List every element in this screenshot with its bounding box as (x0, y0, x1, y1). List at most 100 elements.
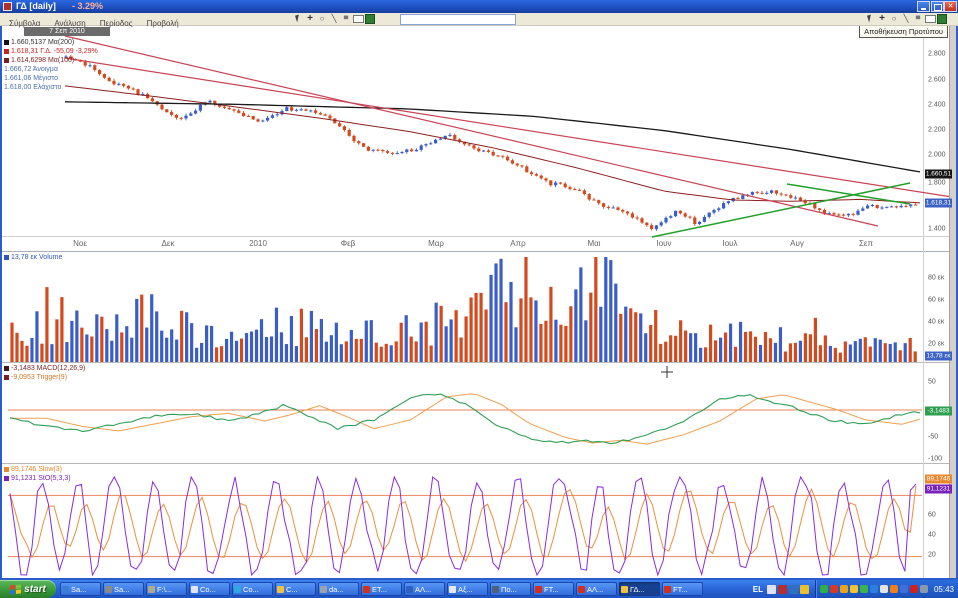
tray-icon[interactable] (899, 585, 908, 593)
symbol-input[interactable] (400, 14, 516, 25)
menu-item-σύμβολα[interactable]: Σύμβολα (9, 19, 41, 28)
axis-tick: -100 (928, 455, 943, 463)
task-icon (449, 585, 456, 593)
task-label: Πο... (501, 584, 517, 594)
minus-icon[interactable] (340, 13, 352, 25)
save-template-button[interactable]: Αποθήκευση Προτύπου (859, 25, 948, 38)
tray-icon[interactable] (919, 585, 928, 593)
quick-launch-icon[interactable] (777, 584, 787, 594)
task-label: ET... (372, 584, 388, 594)
save-icon[interactable] (364, 13, 376, 25)
save-icon[interactable] (936, 13, 948, 25)
axis-badge: 91,1231 (925, 484, 952, 494)
circle-icon[interactable] (888, 13, 900, 25)
taskbar-button[interactable]: Αξ... (447, 582, 488, 596)
legend-bullet (4, 374, 9, 380)
month-label: Φεβ (340, 239, 356, 248)
month-label: Αυγ (790, 239, 804, 248)
line-icon[interactable] (900, 13, 912, 25)
scrollbar-strip[interactable] (949, 26, 957, 578)
axis-badge: 1.660,51 (925, 169, 952, 179)
plus-icon[interactable] (304, 13, 316, 25)
axis-badge: 89,1746 (925, 474, 952, 484)
plus-icon[interactable] (876, 13, 888, 25)
tray-icon[interactable] (889, 585, 898, 593)
envelope-icon[interactable] (924, 13, 936, 25)
start-label: start (24, 583, 46, 595)
tray-icon[interactable] (879, 585, 888, 593)
axis-tick: 1.400 (928, 225, 946, 233)
taskbar-button[interactable]: Co... (232, 582, 273, 596)
taskbar-button[interactable]: ΓΔ... (619, 582, 660, 596)
taskbar-button[interactable]: F:\... (146, 582, 187, 596)
quick-launch-icon[interactable] (799, 584, 809, 594)
legend-row: 1.666,72 Άνοιγμα (4, 65, 98, 74)
tray-icon[interactable] (829, 585, 838, 593)
start-button[interactable]: start (0, 580, 56, 598)
task-icon (148, 585, 155, 593)
taskbar-button[interactable]: Sa... (60, 582, 101, 596)
task-label: Αξ... (458, 584, 473, 594)
axis-badge: 1.618,31 (925, 198, 952, 208)
task-icon (535, 585, 542, 593)
taskbar-button[interactable]: ΑΛ... (576, 582, 617, 596)
task-buttons: Sa... Sa... F:\... Co... Co... C... da... ET...… (60, 582, 749, 596)
task-icon (105, 585, 112, 593)
menu-item-περίοδος[interactable]: Περίοδος (99, 19, 133, 28)
legend-text: 1.660,5137 Μα(200) (11, 39, 75, 46)
tray-icon[interactable] (869, 585, 878, 593)
restore-button[interactable] (931, 1, 944, 12)
tray-icon[interactable] (819, 585, 828, 593)
envelope-icon[interactable] (352, 13, 364, 25)
tray-icon[interactable] (849, 585, 858, 593)
close-button[interactable]: ✕ (944, 1, 957, 12)
windows-flag-icon (10, 583, 22, 595)
taskbar-button[interactable]: FT... (533, 582, 574, 596)
language-indicator[interactable]: EL (752, 584, 763, 594)
tray-icon[interactable] (909, 585, 918, 593)
task-icon (406, 585, 413, 593)
menu-item-ανάλυση[interactable]: Ανάλυση (54, 19, 86, 28)
legend-bullet (4, 475, 9, 481)
quick-launch-icon[interactable] (788, 584, 798, 594)
tray-icon[interactable] (859, 585, 868, 593)
indicator-legend: -3,1483 MACD(12,26,9) (4, 364, 85, 373)
window-border-left (0, 26, 2, 580)
tray-icon[interactable] (839, 585, 848, 593)
minimize-button[interactable] (917, 1, 930, 12)
taskbar-button[interactable]: ΑΛ... (404, 582, 445, 596)
indicator-legend: 89,1746 Slow(3) (4, 465, 62, 474)
title-bar: ΓΔ [daily] - 3.29% ✕ (0, 0, 958, 13)
quick-launch-icon[interactable] (766, 584, 776, 594)
taskbar-button[interactable]: da... (318, 582, 359, 596)
circle-icon[interactable] (316, 13, 328, 25)
task-label: Co... (243, 584, 259, 594)
pointer-icon[interactable] (864, 13, 876, 25)
menu-item-προβολή[interactable]: Προβολή (146, 19, 179, 28)
legend-bullet (4, 254, 9, 260)
pointer-icon[interactable] (292, 13, 304, 25)
taskbar-button[interactable]: FT... (662, 582, 703, 596)
price-legend: 1.660,5137 Μα(200) 1.618,31 Γ.Δ. -55,09 -… (4, 38, 98, 92)
legend-text: -9,0953 Trigger(9) (11, 374, 68, 381)
taskbar-button[interactable]: C... (275, 582, 316, 596)
axis-tick: 2.200 (928, 126, 946, 134)
minus-icon[interactable] (912, 13, 924, 25)
indicator-legend: 13,78 εκ Volume (4, 253, 62, 262)
month-label: Ιουλ (722, 239, 738, 248)
taskbar-button[interactable]: ET... (361, 582, 402, 596)
line-icon[interactable] (328, 13, 340, 25)
legend-bullet (4, 39, 9, 45)
axis-tick: 20 (928, 551, 936, 559)
axis-tick: 2.000 (928, 151, 946, 159)
taskbar-button[interactable]: Co... (189, 582, 230, 596)
clock: 05:43 (933, 584, 954, 594)
task-icon (62, 585, 69, 593)
toolbar-icons-right (864, 13, 948, 25)
taskbar-button[interactable]: Sa... (103, 582, 144, 596)
taskbar-button[interactable]: Πο... (490, 582, 531, 596)
month-label: Μαρ (428, 239, 444, 248)
task-icon (363, 585, 370, 593)
